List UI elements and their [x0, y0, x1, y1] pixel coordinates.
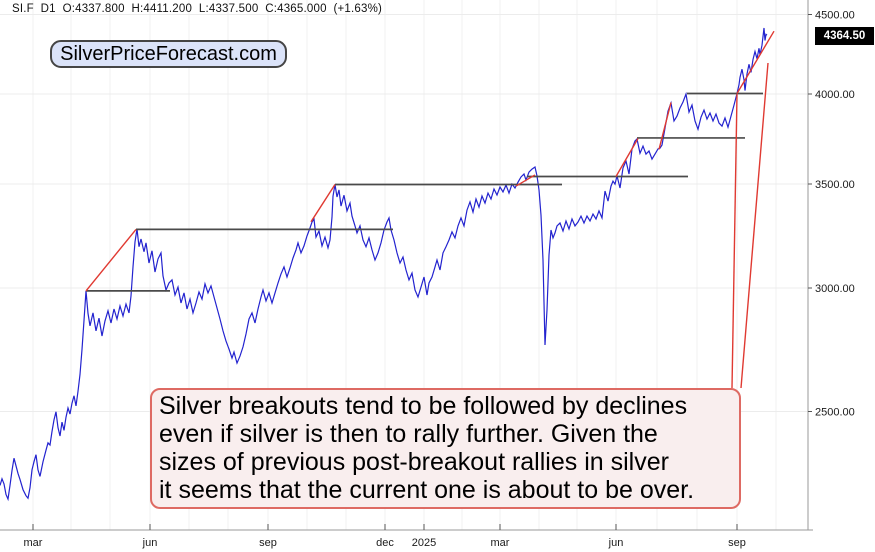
annotation-line-1: Silver breakouts tend to be followed by …	[159, 392, 688, 420]
x-tick-label: dec	[376, 537, 394, 549]
annotation-callout-line	[740, 62, 769, 389]
y-tick-label: 2500.00	[815, 406, 855, 418]
breakout-trendline	[615, 138, 639, 177]
y-tick-label: 3000.00	[815, 283, 855, 295]
price-line	[0, 27, 768, 502]
breakout-trendline	[658, 102, 672, 150]
breakout-trendline	[515, 174, 536, 187]
annotation-line-2: even if silver is then to rally further.…	[159, 420, 658, 448]
x-tick-label: 2025	[412, 537, 436, 549]
annotation-line-3: sizes of previous post-breakout rallies …	[159, 448, 669, 476]
last-price-tag: 4364.50	[815, 27, 874, 45]
x-tick-label: sep	[728, 537, 746, 549]
y-tick-label: 4000.00	[815, 89, 855, 101]
breakout-trendline	[736, 30, 775, 94]
annotation-line-4: it seems that the current one is about t…	[159, 476, 695, 504]
annotation-box: Silver breakouts tend to be followed by …	[150, 388, 741, 509]
ohlc-readout: SI.F D1 O:4337.800 H:4411.200 L:4337.500…	[12, 3, 383, 15]
y-tick-label: 4500.00	[815, 9, 855, 21]
x-tick-label: sep	[259, 537, 277, 549]
x-tick-label: jun	[142, 537, 158, 549]
x-tick-label: jun	[608, 537, 624, 549]
annotation-callout-line	[731, 93, 738, 389]
x-tick-label: mar	[491, 537, 510, 549]
logo-badge: SilverPriceForecast.com	[50, 40, 287, 68]
x-tick-label: mar	[24, 537, 43, 549]
breakout-trendline	[310, 184, 336, 223]
y-tick-label: 3500.00	[815, 179, 855, 191]
breakout-trendline	[85, 228, 137, 292]
